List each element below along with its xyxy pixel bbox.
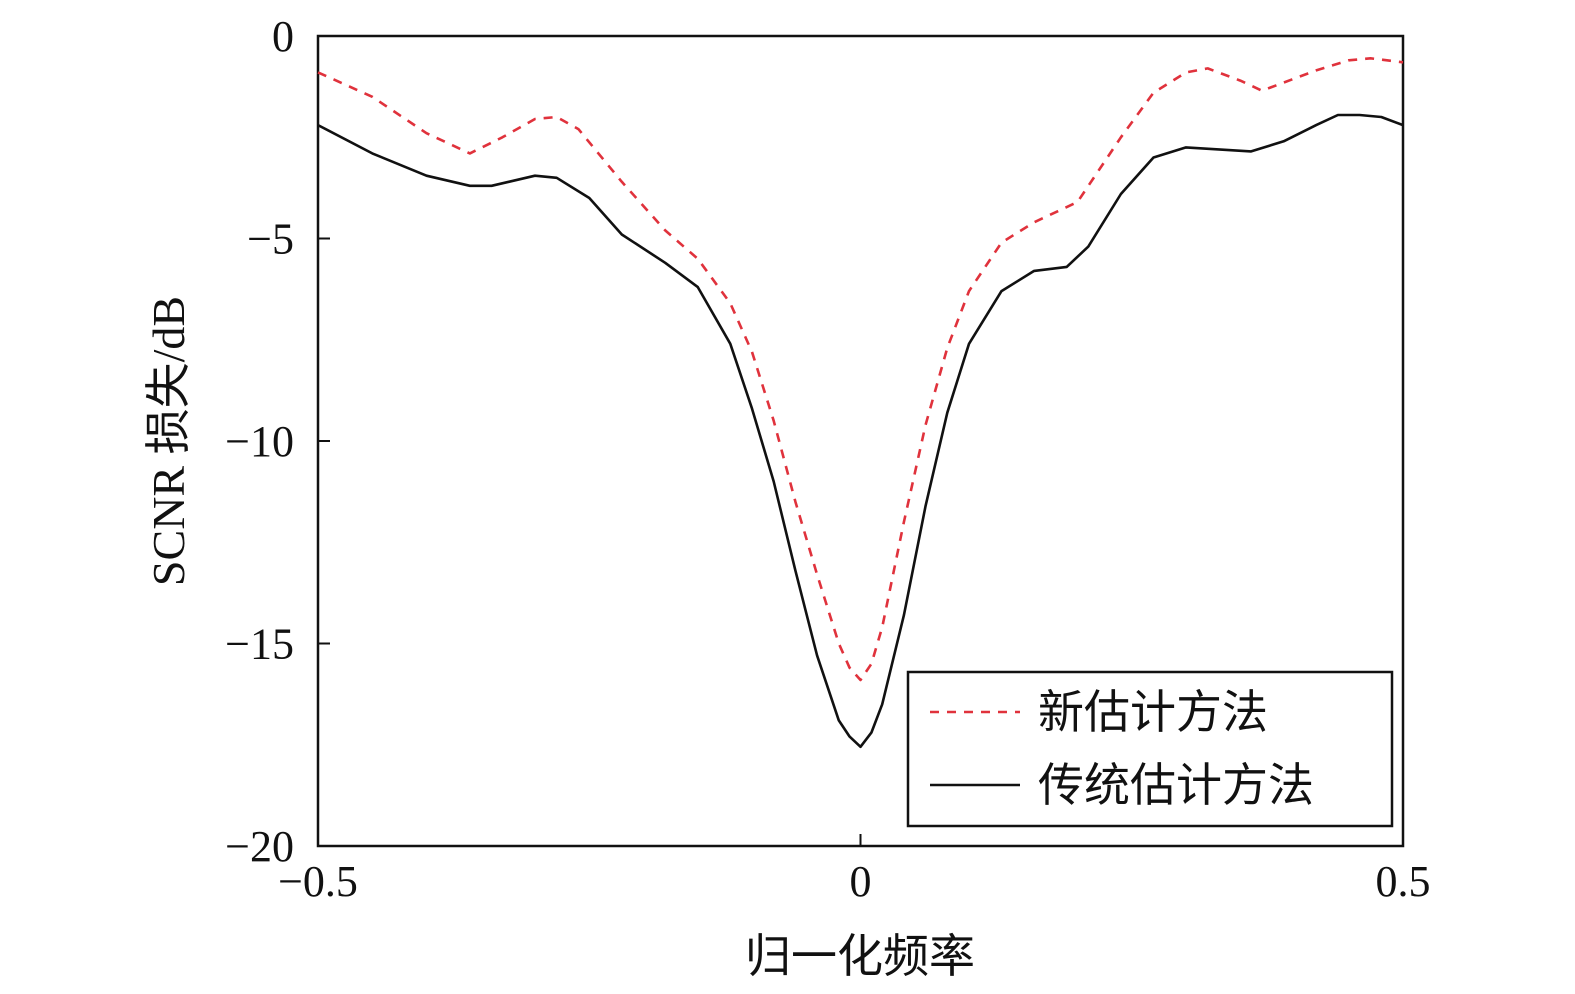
x-tick-label: 0.5 xyxy=(1376,857,1431,906)
legend: 新估计方法 传统估计方法 xyxy=(906,670,1394,828)
x-tick-label: 0 xyxy=(850,857,872,906)
y-tick-label: −20 xyxy=(225,822,294,871)
x-tick-label: −0.5 xyxy=(278,857,358,906)
series-layer xyxy=(317,56,1404,749)
y-tick-label: 0 xyxy=(272,12,294,61)
y-tick-label: −5 xyxy=(247,215,294,264)
series-line-new-method xyxy=(317,56,1404,682)
y-tick-label: −15 xyxy=(225,620,294,669)
legend-label-new-method: 新估计方法 xyxy=(1038,687,1268,738)
legend-box xyxy=(906,670,1394,828)
x-axis-title: 归一化频率 xyxy=(745,931,975,982)
y-axis-title: SCNR 损失/dB xyxy=(143,296,194,586)
tick-layer: −0.5 0 0.5 0 −5 −10 −15 −20 xyxy=(225,12,1430,906)
series-line-traditional-method xyxy=(317,113,1404,749)
y-tick-label: −10 xyxy=(225,417,294,466)
legend-label-traditional-method: 传统估计方法 xyxy=(1038,760,1314,811)
